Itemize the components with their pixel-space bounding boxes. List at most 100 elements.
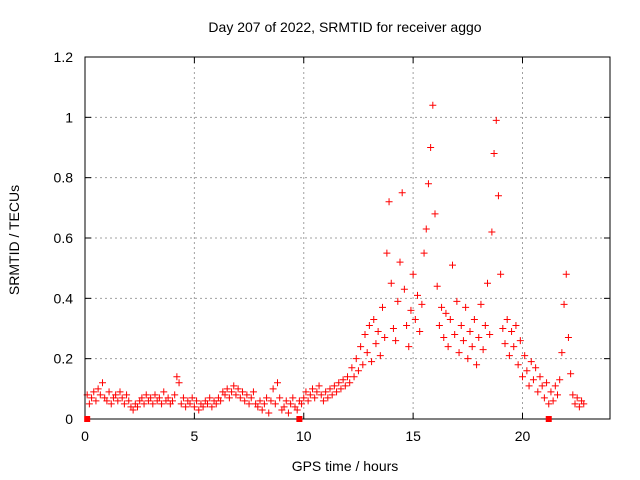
data-point — [569, 391, 577, 399]
data-point — [422, 225, 430, 233]
data-point — [105, 388, 113, 396]
data-point — [414, 291, 421, 299]
data-point — [88, 394, 96, 402]
data-point — [313, 388, 321, 396]
data-point — [230, 382, 238, 390]
gap-marker — [296, 416, 303, 422]
data-point — [484, 279, 491, 287]
data-point — [365, 321, 373, 329]
data-point — [580, 400, 588, 408]
data-point — [274, 379, 281, 387]
data-point — [147, 394, 155, 402]
data-point — [503, 315, 511, 323]
data-point — [494, 192, 502, 200]
data-points — [83, 101, 588, 417]
data-point — [103, 397, 111, 405]
data-point — [440, 334, 448, 342]
data-point — [407, 306, 415, 314]
data-point — [328, 391, 336, 399]
data-point — [256, 397, 264, 405]
data-point — [335, 379, 343, 387]
data-point — [99, 379, 106, 387]
data-point — [543, 379, 551, 387]
data-point — [92, 397, 100, 405]
data-point — [379, 303, 386, 311]
data-point — [243, 391, 251, 399]
data-point — [241, 397, 249, 405]
data-point — [96, 391, 104, 399]
data-point — [346, 379, 354, 387]
data-point — [446, 315, 454, 323]
data-point — [311, 394, 319, 402]
x-tick-label: 20 — [515, 428, 531, 444]
data-point — [427, 144, 435, 151]
data-point — [505, 352, 513, 360]
data-point — [236, 394, 244, 402]
data-point — [359, 361, 367, 369]
data-point — [344, 373, 351, 381]
data-point — [479, 346, 487, 354]
data-point — [554, 391, 561, 399]
data-point — [245, 400, 253, 408]
data-point — [112, 391, 120, 399]
data-point — [383, 249, 391, 257]
data-point — [420, 249, 428, 257]
data-point — [341, 382, 349, 390]
data-point — [239, 388, 246, 396]
data-point — [433, 282, 441, 290]
data-point — [363, 349, 371, 357]
data-point — [249, 388, 257, 396]
data-point — [223, 385, 231, 393]
data-point — [85, 400, 93, 408]
data-point — [405, 343, 413, 351]
axis-ticks: 0 5 10 15 20 0 0.2 0.4 0.6 0.8 1 1.2 — [54, 49, 610, 444]
data-point — [418, 300, 426, 308]
data-point — [247, 394, 255, 402]
data-point — [516, 337, 524, 345]
data-point — [94, 385, 102, 393]
data-point — [206, 394, 214, 402]
data-point — [234, 385, 242, 393]
data-point — [453, 297, 461, 305]
data-point — [232, 391, 240, 399]
data-point — [339, 376, 347, 384]
data-point — [567, 370, 575, 378]
x-axis-label: GPS time / hours — [292, 458, 399, 474]
data-point — [287, 400, 295, 408]
data-point — [280, 403, 288, 411]
data-point — [263, 394, 271, 402]
data-point — [134, 403, 141, 411]
data-point — [267, 397, 275, 405]
data-point — [392, 337, 400, 345]
data-point — [258, 406, 266, 414]
gap-marker — [84, 416, 91, 422]
data-point — [315, 382, 323, 390]
gap-markers — [84, 416, 552, 422]
data-point — [442, 309, 450, 317]
data-point — [350, 373, 358, 381]
data-point — [455, 349, 463, 357]
data-point — [289, 394, 297, 402]
x-tick-label: 0 — [81, 428, 89, 444]
data-point — [492, 116, 500, 124]
data-point — [571, 400, 579, 408]
data-point — [164, 394, 172, 402]
data-point — [473, 361, 481, 369]
data-point — [90, 388, 98, 396]
data-point — [424, 180, 432, 188]
data-point — [451, 331, 459, 339]
data-point — [403, 321, 411, 329]
data-point — [501, 340, 509, 348]
y-tick-label: 0.8 — [54, 170, 74, 186]
data-point — [394, 297, 402, 305]
data-point — [457, 321, 465, 329]
data-point — [116, 388, 124, 396]
y-tick-label: 0.2 — [54, 351, 74, 367]
data-point — [389, 325, 397, 332]
data-point — [409, 270, 417, 278]
data-point — [481, 321, 489, 329]
data-point — [293, 406, 301, 414]
data-point — [182, 403, 190, 411]
data-point — [396, 258, 404, 266]
